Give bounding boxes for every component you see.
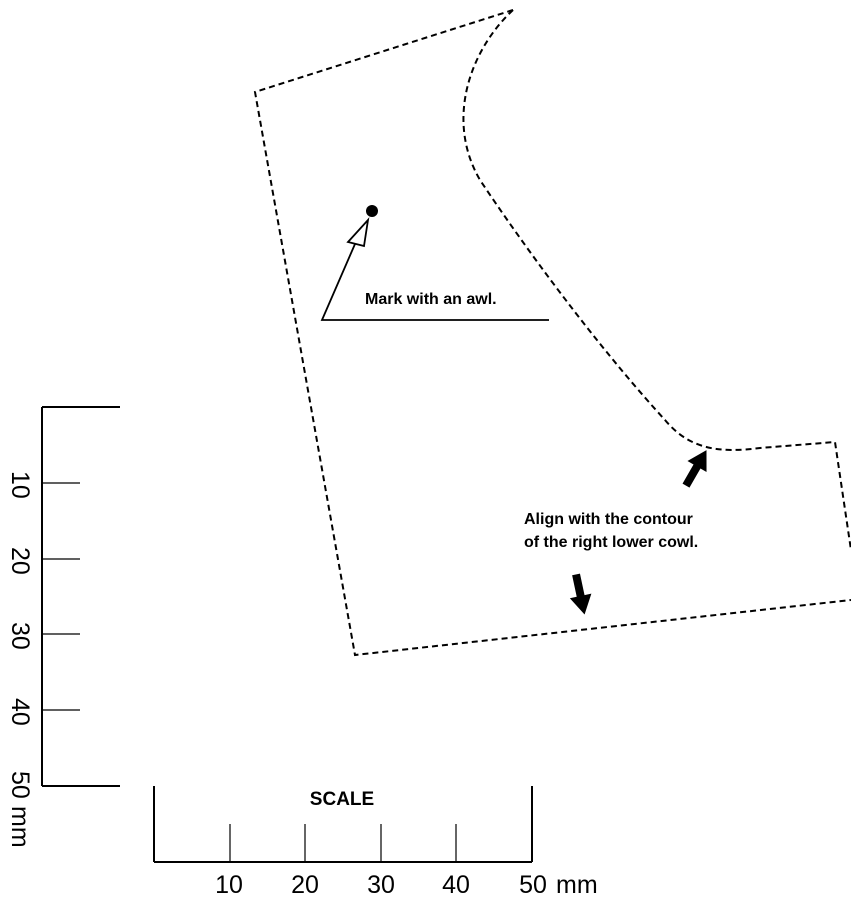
vertical-tick-label: 20 <box>6 547 34 575</box>
horizontal-scale: SCALE 10 20 30 40 50 mm <box>153 786 598 899</box>
vertical-tick-label: 30 <box>6 622 34 650</box>
template-outline <box>253 9 851 657</box>
vertical-tick-label: 50 <box>6 771 34 799</box>
arrow-down-icon <box>569 573 592 615</box>
horizontal-tick-label: 30 <box>367 871 395 899</box>
vertical-tick-label: 40 <box>6 698 34 726</box>
arrow-up-icon <box>682 450 707 488</box>
align-label-line2: of the right lower cowl. <box>524 534 698 551</box>
horizontal-tick-label: 10 <box>215 871 243 899</box>
vertical-unit-label: mm <box>6 806 34 848</box>
awl-mark-point <box>366 205 378 217</box>
horizontal-unit-label: mm <box>556 871 598 899</box>
scale-title: SCALE <box>310 789 374 810</box>
align-label-line1: Align with the contour <box>524 511 693 528</box>
hollow-arrow-icon <box>346 217 370 248</box>
mark-awl-label: Mark with an awl. <box>365 291 497 308</box>
vertical-tick-label: 10 <box>6 471 34 499</box>
horizontal-tick-label: 20 <box>291 871 319 899</box>
awl-leader-line <box>320 243 549 321</box>
vertical-scale: 10 20 30 40 50 mm <box>6 406 120 848</box>
horizontal-tick-label: 40 <box>442 871 470 899</box>
cowl-contour-curve <box>462 9 851 551</box>
horizontal-tick-label: 50 <box>519 871 547 899</box>
